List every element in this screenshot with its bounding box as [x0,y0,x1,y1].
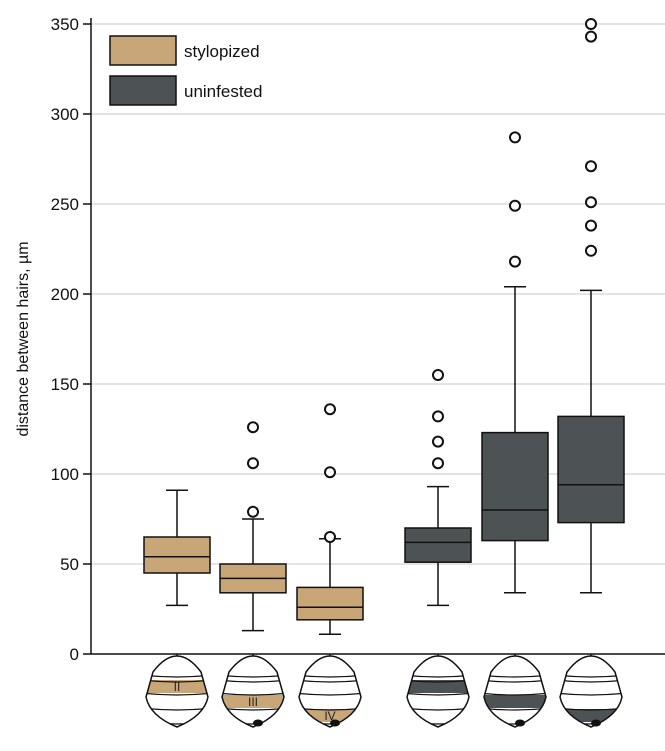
outlier-point [247,457,259,470]
y-tick-label: 300 [51,105,79,124]
y-axis: 0 50 100 150 200 250 300 350 [51,15,92,664]
outlier-point [585,160,597,173]
y-tick-label: 200 [51,285,79,304]
abdomen-icon [483,655,547,728]
infected-segment-band [146,680,208,693]
legend-swatch [109,35,177,66]
box-stylopized-1 [143,489,211,607]
stylops-dot [330,719,340,727]
segment-label: III [248,695,258,709]
box-uninfested-6 [557,18,625,594]
outlier-point [585,244,597,257]
abdomen-icon [406,655,470,728]
legend-swatch [109,75,177,106]
stylops-dot [591,719,601,727]
outlier-point [247,505,259,518]
box-stylopized-3 [296,403,364,635]
iqr-box [143,536,211,574]
outlier-point [585,30,597,43]
outlier-point [432,435,444,448]
outlier-point [247,421,259,434]
stylops-dot [515,719,525,727]
abdomen-icon: III [221,655,285,728]
infected-segment-band [560,709,622,722]
abdomen-body [222,656,284,727]
iqr-box [404,527,472,563]
segment-label: IV [324,709,335,723]
outlier-point [324,466,336,479]
abdomen-outline [483,655,547,728]
y-axis-title: distance between hairs, µm [15,241,32,436]
y-grid [91,23,665,565]
outlier-point [585,18,597,30]
box-uninfested-4 [404,369,472,607]
boxes [143,18,625,635]
abdomen-outline [221,655,285,728]
outlier-point [324,403,336,416]
infected-segment-band [484,695,546,708]
outlier-point [432,457,444,470]
abdomen-icon: II [145,655,209,728]
infected-segment-band [222,695,284,708]
abdomen-outline [145,655,209,728]
outlier-point [432,369,444,381]
box-stylopized-2 [219,421,287,632]
legend-item-uninfested: uninfested [109,75,262,106]
iqr-box [481,431,549,542]
abdomen-icon [559,655,623,728]
iqr-box [557,415,625,524]
abdomen-outline [298,655,362,728]
abdomen-outline [406,655,470,728]
legend-item-stylopized: stylopized [109,35,260,66]
outlier-point [432,410,444,423]
y-tick-label: 0 [70,645,79,664]
y-tick-label: 150 [51,375,79,394]
legend-label: uninfested [184,82,262,101]
y-tick-label: 100 [51,465,79,484]
outlier-point [509,255,521,268]
stylops-dot [253,719,263,727]
infected-segment-band [407,680,469,693]
legend: stylopized uninfested [109,35,262,106]
segment-label: II [174,680,181,694]
y-tick-label: 250 [51,195,79,214]
abdomen-body [484,656,546,727]
outlier-point [585,219,597,232]
legend-label: stylopized [184,42,260,61]
abdomen-outline [559,655,623,728]
outlier-point [585,196,597,209]
abdomen-icon: IV [298,655,362,728]
outlier-point [509,199,521,212]
outlier-point [509,131,521,144]
y-tick-label: 50 [60,555,79,574]
outlier-point [324,531,336,543]
y-tick-label: 350 [51,15,79,34]
iqr-box [296,586,364,621]
box-uninfested-5 [481,131,549,594]
